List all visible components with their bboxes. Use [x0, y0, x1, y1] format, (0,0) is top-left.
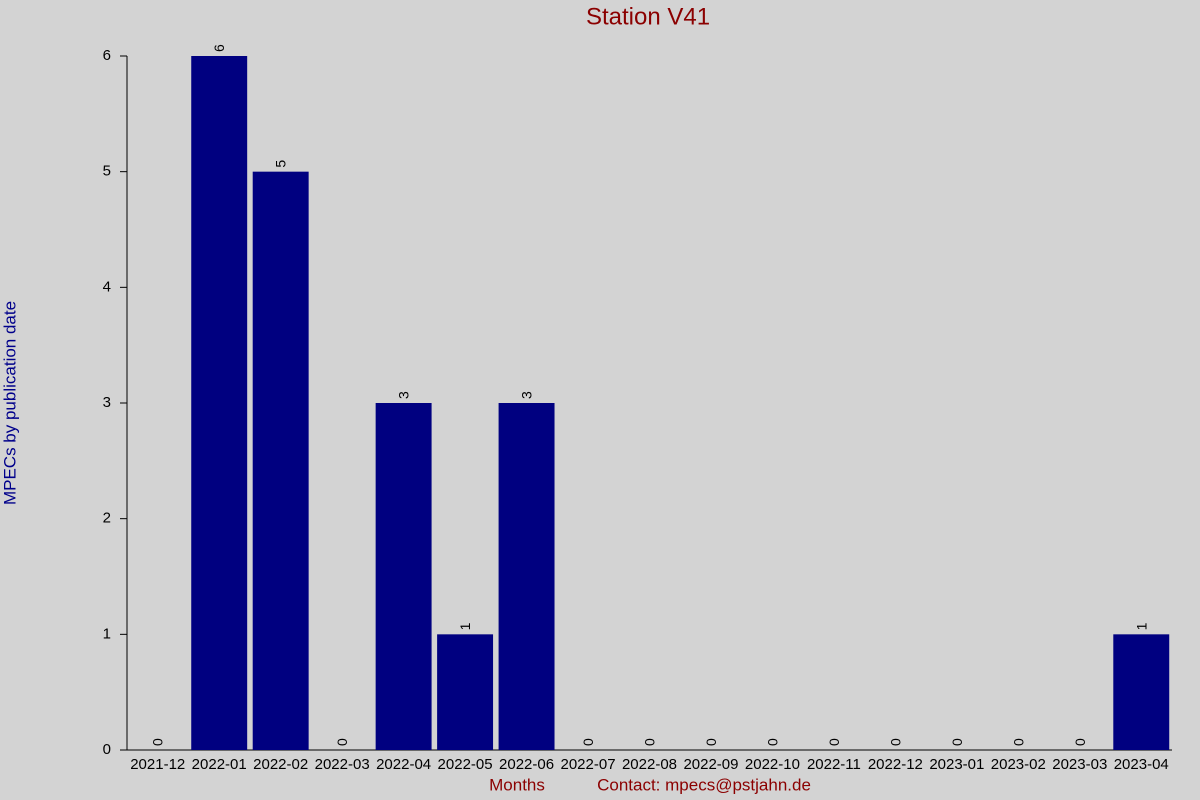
y-tick-label: 3: [103, 394, 111, 411]
value-label: 0: [150, 738, 166, 746]
x-tick-label: 2021-12: [130, 756, 185, 773]
value-label: 1: [1133, 622, 1149, 630]
x-tick-label: 2022-04: [376, 756, 431, 773]
bar: [437, 634, 494, 750]
x-tick-label: 2022-12: [868, 756, 923, 773]
y-tick-label: 5: [103, 163, 111, 180]
value-label: 0: [764, 738, 780, 746]
bar: [375, 403, 432, 750]
x-tick-label: 2022-05: [438, 756, 493, 773]
x-tick-label: 2022-01: [192, 756, 247, 773]
value-label: 0: [949, 738, 965, 746]
value-label: 1: [457, 622, 473, 630]
x-tick-label: 2023-01: [929, 756, 984, 773]
x-tick-label: 2023-04: [1114, 756, 1169, 773]
value-label: 0: [887, 738, 903, 746]
y-tick-label: 0: [103, 741, 111, 758]
contact: Contact: mpecs@pstjahn.de: [597, 775, 811, 794]
x-tick-label: 2022-06: [499, 756, 554, 773]
value-label: 3: [396, 391, 412, 399]
x-tick-label: 2022-09: [683, 756, 738, 773]
value-label: 0: [1072, 738, 1088, 746]
y-tick-label: 6: [103, 47, 111, 64]
x-tick-label: 2022-08: [622, 756, 677, 773]
bar: [1113, 634, 1170, 750]
x-tick-label: 2023-02: [991, 756, 1046, 773]
value-label: 3: [519, 391, 535, 399]
x-tick-label: 2022-11: [807, 756, 861, 773]
y-axis-label: MPECs by publication date: [0, 301, 19, 505]
value-label: 0: [1010, 738, 1026, 746]
value-label: 6: [211, 44, 227, 52]
value-label: 5: [273, 160, 289, 168]
value-label: 0: [703, 738, 719, 746]
y-tick-label: 4: [103, 278, 111, 295]
y-tick-label: 2: [103, 510, 111, 527]
bar: [191, 56, 248, 750]
bar: [498, 403, 555, 750]
value-label: 0: [334, 738, 350, 746]
x-tick-label: 2022-02: [253, 756, 308, 773]
value-label: 0: [642, 738, 658, 746]
chart-title: Station V41: [586, 3, 710, 30]
x-tick-label: 2022-07: [560, 756, 615, 773]
bar: [252, 171, 309, 750]
x-tick-label: 2023-03: [1052, 756, 1107, 773]
x-tick-label: 2022-10: [745, 756, 800, 773]
value-label: 0: [826, 738, 842, 746]
x-axis-label: Months: [489, 775, 545, 794]
x-tick-label: 2022-03: [315, 756, 370, 773]
y-tick-label: 1: [103, 625, 111, 642]
value-label: 0: [580, 738, 596, 746]
